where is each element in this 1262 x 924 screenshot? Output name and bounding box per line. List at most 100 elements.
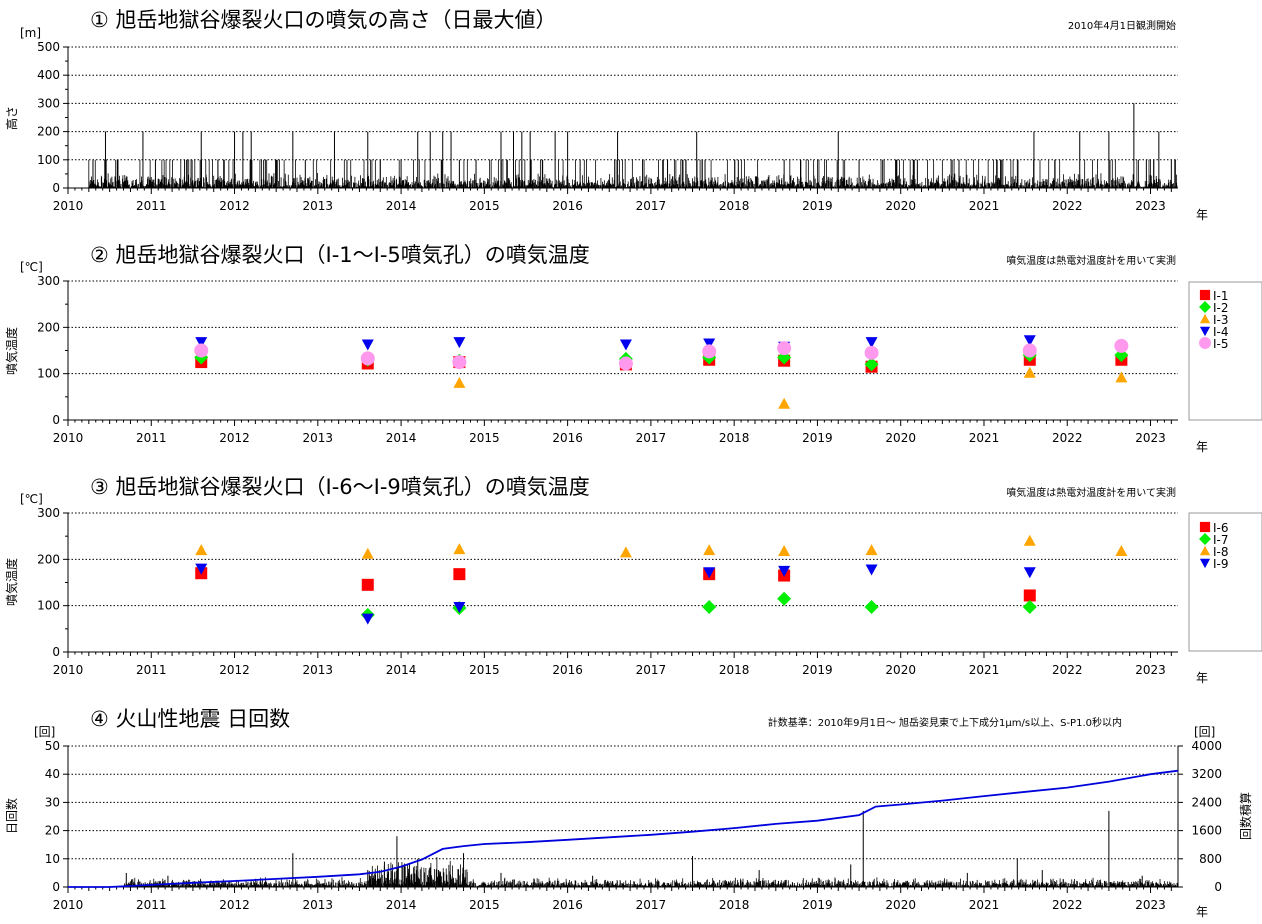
- y-tick-label: 100: [37, 599, 60, 613]
- x-tick-label: 2014: [386, 431, 417, 445]
- y-unit: [m]: [20, 26, 41, 40]
- x-tick-label: 2023: [1135, 431, 1166, 445]
- legend-box: [1188, 281, 1262, 421]
- legend-marker: [1199, 326, 1211, 337]
- x-tick-label: 2013: [303, 663, 334, 677]
- x-tick-label: 2012: [219, 663, 250, 677]
- legend-marker: [1199, 301, 1211, 313]
- y-tick-label: 200: [37, 125, 60, 139]
- x-tick-label: 2023: [1135, 663, 1166, 677]
- legend-box: [1188, 512, 1262, 652]
- data-point: [778, 565, 791, 577]
- y-axis-label: 噴気温度: [4, 558, 19, 606]
- data-point: [360, 351, 375, 366]
- series-I-6: [195, 567, 1036, 602]
- x-tick-label: 2010: [53, 431, 84, 445]
- x-tick-label: 2011: [136, 663, 167, 677]
- y-unit: [回]: [34, 725, 55, 739]
- legend-label: I-6: [1213, 521, 1229, 535]
- x-tick-label: 2019: [802, 199, 833, 213]
- y-unit: [℃]: [20, 492, 43, 506]
- data-point: [864, 357, 879, 372]
- data-point: [864, 345, 879, 360]
- y-right-tick-label: 0: [1214, 880, 1222, 894]
- data-point: [778, 544, 791, 556]
- data-point: [619, 546, 632, 558]
- x-tick-label: 2010: [53, 663, 84, 677]
- series-I-9: [195, 563, 1036, 625]
- y-tick-label: 20: [45, 824, 60, 838]
- x-tick-label: 2017: [636, 663, 667, 677]
- x-tick-label: 2016: [552, 663, 583, 677]
- x-tick-label: 2018: [719, 199, 750, 213]
- y-right-tick-label: 4000: [1191, 739, 1222, 753]
- y-right-tick-label: 800: [1199, 852, 1222, 866]
- legend-label: I-9: [1213, 557, 1229, 571]
- x-tick-label: 2013: [303, 199, 334, 213]
- y-tick-label: 300: [37, 274, 60, 288]
- series-I-2: [194, 348, 1129, 372]
- y-tick-label: 200: [37, 320, 60, 334]
- x-tick-label: 2022: [1052, 663, 1083, 677]
- x-tick-label: 2017: [636, 199, 667, 213]
- legend-label: I-1: [1213, 289, 1229, 303]
- x-tick-label: 2021: [969, 663, 1000, 677]
- y-tick-label: 100: [37, 153, 60, 167]
- x-tick-label: 2020: [885, 663, 916, 677]
- series-I-1: [195, 353, 1128, 373]
- series-I-5: [194, 338, 1129, 371]
- x-tick-label: 2022: [1052, 199, 1083, 213]
- panel-temp-i6-i9: ③ 旭岳地獄谷爆裂火口（I-6～I-9噴気孔）の噴気温度 噴気温度は熱電対温度計…: [4, 475, 1262, 685]
- x-tick-label: 2023: [1135, 898, 1166, 912]
- y-axis-label: 高さ: [4, 106, 19, 130]
- y-tick-label: 300: [37, 506, 60, 520]
- x-tick-label: 2014: [386, 898, 417, 912]
- x-tick-label: 2010: [53, 898, 84, 912]
- x-tick-label: 2018: [719, 663, 750, 677]
- data-point: [1023, 567, 1036, 579]
- panel-note: 計数基準：2010年9月1日～ 旭岳姿見東で上下成分1μm/s以上、S-P1.0…: [768, 716, 1122, 729]
- x-tick-label: 2016: [552, 898, 583, 912]
- panel-plume-height: ① 旭岳地獄谷爆裂火口の噴気の高さ（日最大値） 2010年4月1日観測開始 [m…: [4, 8, 1208, 222]
- data-point: [702, 344, 717, 359]
- data-point: [361, 547, 374, 559]
- x-tick-label: 2011: [136, 898, 167, 912]
- legend-label: I-7: [1213, 533, 1229, 547]
- y-axis-label: 噴気温度: [4, 327, 19, 375]
- data-point: [1115, 544, 1128, 556]
- y-right-tick-label: 1600: [1191, 824, 1222, 838]
- y-tick-label: 0: [52, 413, 60, 427]
- x-tick-label: 2011: [136, 431, 167, 445]
- panel-note: 噴気温度は熱電対温度計を用いて実測: [1006, 254, 1176, 267]
- y-tick-label: 300: [37, 96, 60, 110]
- y-unit: [℃]: [20, 260, 43, 274]
- panel-note: 噴気温度は熱電対温度計を用いて実測: [1006, 486, 1176, 499]
- data-point: [453, 543, 466, 555]
- data-point: [1114, 338, 1129, 353]
- data-point: [1115, 371, 1128, 383]
- series-I-4: [195, 335, 1036, 353]
- legend-marker: [1199, 313, 1211, 324]
- x-tick-label: 2011: [136, 199, 167, 213]
- x-tick-label: 2023: [1135, 199, 1166, 213]
- x-tick-label: 2012: [219, 431, 250, 445]
- legend-marker: [1199, 337, 1211, 349]
- data-point: [1023, 366, 1036, 378]
- x-tick-label: 2021: [969, 431, 1000, 445]
- y-tick-label: 50: [45, 739, 60, 753]
- x-tick-label: 2016: [552, 199, 583, 213]
- data-point: [865, 544, 878, 556]
- x-tick-label: 2021: [969, 199, 1000, 213]
- x-tick-label: 2020: [885, 431, 916, 445]
- data-point: [777, 341, 792, 356]
- legend-label: I-8: [1213, 545, 1229, 559]
- y-tick-label: 400: [37, 68, 60, 82]
- x-tick-label: 2020: [885, 898, 916, 912]
- legend-label: I-3: [1213, 313, 1229, 327]
- data-point: [1023, 589, 1036, 602]
- x-tick-label: 2019: [802, 898, 833, 912]
- x-tick-label: 2016: [552, 431, 583, 445]
- x-tick-label: 2018: [719, 898, 750, 912]
- data-point: [1022, 343, 1037, 358]
- data-point: [618, 356, 633, 371]
